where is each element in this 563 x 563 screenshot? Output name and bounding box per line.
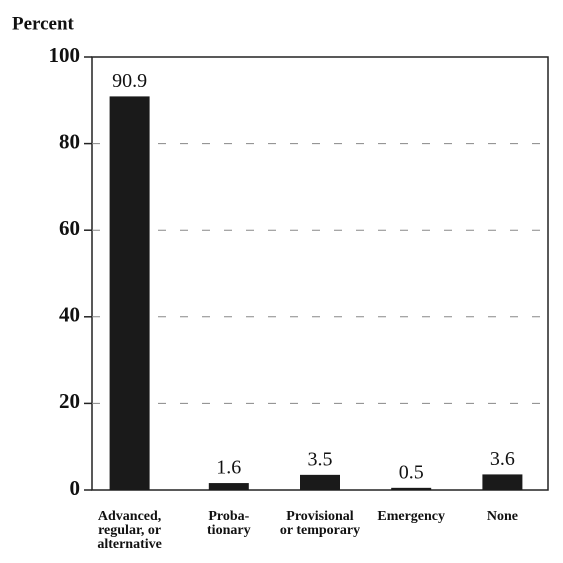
y-tick-label: 20: [59, 389, 80, 413]
x-tick-label: Advanced, regular, or alternative: [97, 509, 162, 552]
value-label: 3.6: [490, 448, 515, 470]
y-tick-label: 100: [49, 43, 81, 67]
bar: [482, 474, 523, 490]
value-label: 3.5: [308, 448, 333, 470]
value-label: 0.5: [399, 461, 424, 483]
y-tick-label: 80: [59, 129, 80, 153]
x-tick-label-line: None: [487, 509, 518, 524]
x-tick-label-line: Emergency: [377, 509, 445, 524]
bar: [391, 487, 432, 490]
x-tick-label-line: alternative: [97, 537, 162, 552]
x-tick-label: Emergency: [377, 509, 445, 524]
x-tick-label-line: tionary: [207, 523, 251, 538]
y-tick-label: 0: [70, 476, 81, 500]
bar: [208, 483, 249, 490]
value-label: 90.9: [112, 70, 147, 92]
x-tick-label-line: Provisional: [286, 509, 354, 524]
x-tick-label: Provisional or temporary: [280, 509, 360, 538]
x-tick-label: Proba-tionary: [207, 509, 251, 538]
plot-frame: [91, 56, 549, 491]
value-label: 1.6: [216, 457, 241, 479]
x-tick-label-line: Advanced,: [98, 509, 161, 524]
x-tick-label-line: Proba-: [208, 509, 249, 524]
y-tick-label: 60: [59, 216, 80, 240]
x-tick-label-line: or temporary: [280, 523, 360, 538]
bar: [300, 474, 340, 490]
bar: [109, 96, 150, 490]
y-tick-label: 40: [59, 303, 80, 327]
x-tick-label: None: [487, 509, 518, 524]
x-tick-label-line: regular, or: [98, 523, 161, 538]
y-axis-label: Percent: [12, 13, 75, 34]
